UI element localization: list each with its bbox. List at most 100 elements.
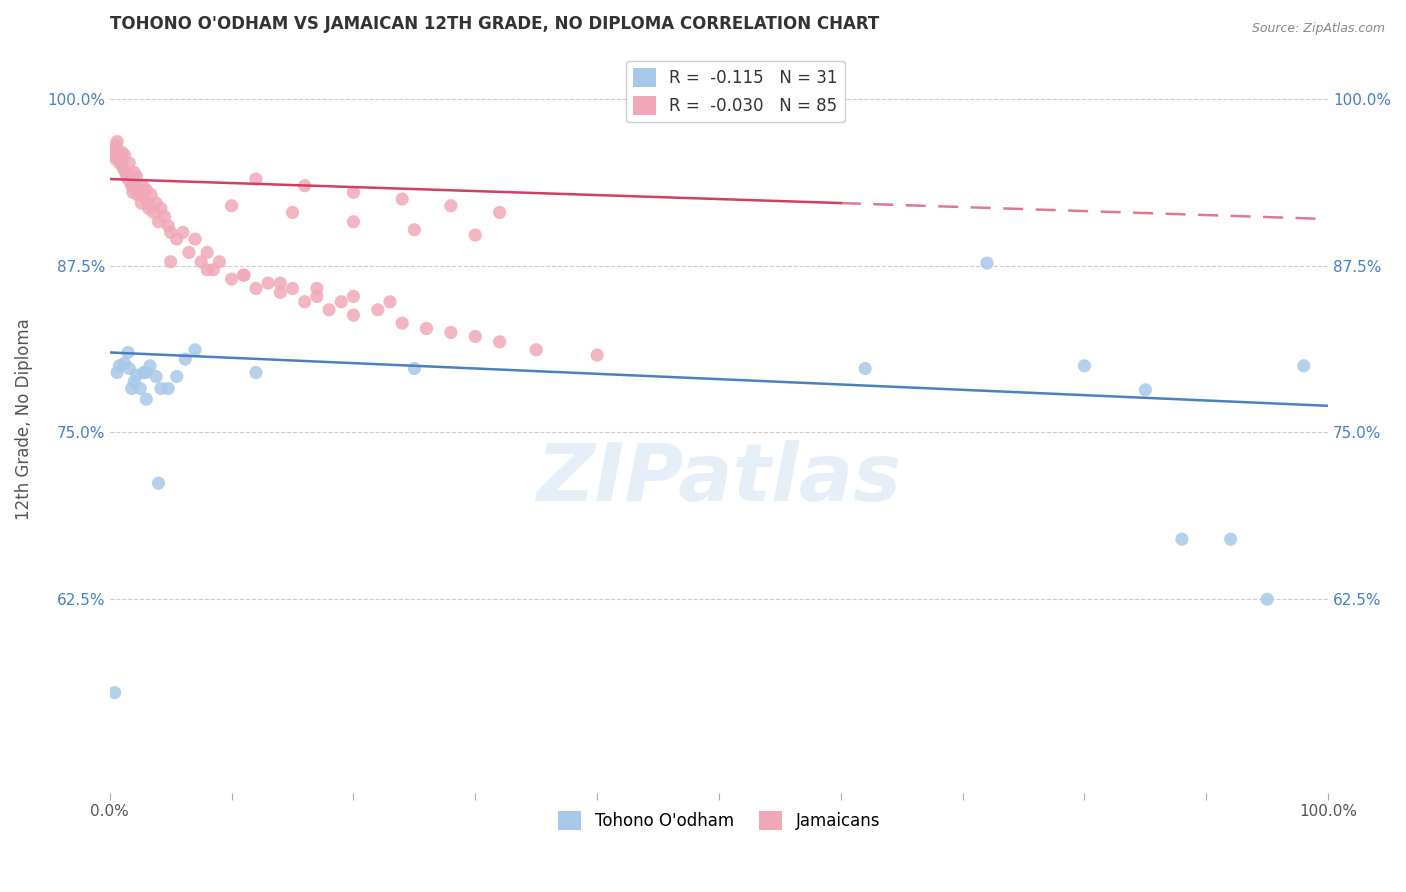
Point [488, 334, 510, 349]
Point [221, 199, 243, 213]
Point [114, 165, 136, 179]
Point [232, 268, 254, 282]
Point [129, 183, 152, 197]
Point [132, 188, 155, 202]
Point [195, 245, 218, 260]
Text: Source: ZipAtlas.com: Source: ZipAtlas.com [1251, 22, 1385, 36]
Point [166, 369, 188, 384]
Point [172, 226, 194, 240]
Point [976, 256, 998, 270]
Point [184, 343, 207, 357]
Point [294, 294, 316, 309]
Point [318, 302, 340, 317]
Text: TOHONO O'ODHAM VS JAMAICAN 12TH GRADE, NO DIPLOMA CORRELATION CHART: TOHONO O'ODHAM VS JAMAICAN 12TH GRADE, N… [110, 15, 879, 33]
Point [342, 186, 364, 200]
Point [440, 199, 463, 213]
Point [330, 294, 353, 309]
Point [440, 326, 463, 340]
Point [111, 156, 134, 170]
Point [342, 308, 364, 322]
Point [1073, 359, 1095, 373]
Point [101, 145, 124, 160]
Point [138, 202, 160, 216]
Point [1292, 359, 1315, 373]
Point [1171, 532, 1194, 546]
Point [305, 281, 328, 295]
Point [159, 254, 181, 268]
Point [853, 361, 876, 376]
Point [367, 302, 389, 317]
Point [404, 361, 426, 376]
Point [145, 369, 167, 384]
Point [142, 205, 165, 219]
Point [149, 382, 172, 396]
Point [159, 226, 181, 240]
Point [245, 281, 267, 295]
Point [177, 245, 200, 260]
Point [105, 366, 128, 380]
Point [136, 196, 159, 211]
Legend: Tohono O'odham, Jamaicans: Tohono O'odham, Jamaicans [551, 804, 887, 837]
Point [112, 161, 135, 176]
Point [190, 254, 212, 268]
Point [464, 329, 486, 343]
Point [110, 148, 132, 162]
Point [118, 361, 141, 376]
Point [488, 205, 510, 219]
Point [245, 172, 267, 186]
Point [104, 148, 127, 162]
Point [111, 145, 134, 160]
Point [415, 321, 437, 335]
Point [391, 192, 413, 206]
Point [281, 281, 304, 295]
Point [104, 152, 127, 166]
Point [269, 276, 291, 290]
Point [108, 359, 131, 373]
Point [135, 392, 157, 406]
Point [305, 289, 328, 303]
Point [464, 228, 486, 243]
Point [202, 262, 225, 277]
Point [342, 289, 364, 303]
Point [184, 232, 207, 246]
Point [139, 359, 162, 373]
Point [174, 352, 197, 367]
Point [118, 156, 141, 170]
Point [404, 223, 426, 237]
Point [125, 368, 148, 383]
Point [132, 366, 155, 380]
Point [1219, 532, 1241, 546]
Point [117, 172, 139, 186]
Point [245, 366, 267, 380]
Point [221, 272, 243, 286]
Point [153, 210, 176, 224]
Point [257, 276, 280, 290]
Point [269, 285, 291, 300]
Point [391, 316, 413, 330]
Point [131, 178, 153, 193]
Point [157, 382, 180, 396]
Point [122, 165, 145, 179]
Point [586, 348, 609, 362]
Text: ZIPatlas: ZIPatlas [537, 440, 901, 518]
Point [148, 215, 170, 229]
Point [208, 254, 231, 268]
Point [108, 156, 131, 170]
Point [117, 345, 139, 359]
Point [135, 366, 157, 380]
Point [112, 356, 135, 370]
Point [281, 205, 304, 219]
Point [145, 196, 167, 211]
Point [122, 186, 145, 200]
Point [195, 262, 218, 277]
Point [129, 382, 152, 396]
Point [378, 294, 401, 309]
Point [103, 143, 125, 157]
Point [121, 382, 143, 396]
Point [125, 169, 148, 184]
Point [232, 268, 254, 282]
Point [107, 145, 129, 160]
Point [135, 183, 157, 197]
Point [1256, 592, 1278, 607]
Point [104, 685, 127, 699]
